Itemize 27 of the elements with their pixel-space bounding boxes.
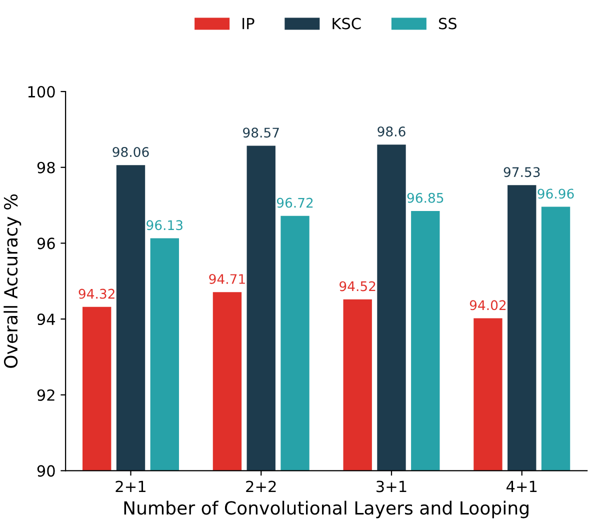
data-label: 98.06 xyxy=(112,146,149,157)
y-tick-label: 96 xyxy=(37,238,55,250)
data-label: 94.71 xyxy=(209,274,245,284)
x-tick-label: 3+1 xyxy=(376,480,406,492)
y-tick-label: 98 xyxy=(37,162,55,174)
data-label: 94.02 xyxy=(470,300,506,310)
y-tick-label: 90 xyxy=(37,465,55,477)
data-label: 96.96 xyxy=(538,188,574,199)
data-label: 98.6 xyxy=(378,126,406,136)
data-label: 94.32 xyxy=(78,288,114,299)
data-label: 97.53 xyxy=(504,167,540,178)
y-axis-title: Overall Accuracy % xyxy=(4,194,22,368)
data-label: 96.13 xyxy=(146,220,182,230)
legend-label: IP xyxy=(242,18,254,30)
y-tick-label: 100 xyxy=(28,86,55,98)
x-axis-title: Number of Convolutional Layers and Looping xyxy=(124,500,528,518)
data-label: 98.57 xyxy=(243,128,279,138)
y-tick-label: 92 xyxy=(37,389,54,401)
y-tick-label: 94 xyxy=(37,313,55,326)
data-label: 94.52 xyxy=(340,281,376,292)
data-label: 96.72 xyxy=(276,198,313,208)
x-tick-label: 2+2 xyxy=(246,480,276,492)
legend-label: KSC xyxy=(332,18,361,30)
legend-label: SS xyxy=(438,18,457,30)
x-tick-label: 2+1 xyxy=(116,480,146,492)
data-label: 96.85 xyxy=(407,192,444,203)
x-tick-label: 4+1 xyxy=(506,480,537,492)
